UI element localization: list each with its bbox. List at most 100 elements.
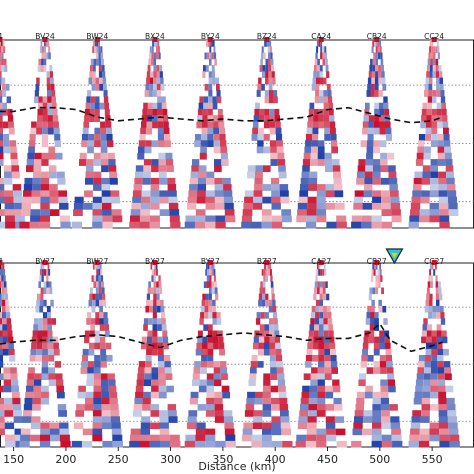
heatmap-cell xyxy=(299,190,309,198)
heatmap-cell xyxy=(371,428,382,436)
heatmap-cell xyxy=(388,165,396,173)
heatmap-cell xyxy=(137,373,145,380)
heatmap-cell xyxy=(79,159,87,166)
heatmap-cell xyxy=(189,397,198,405)
heatmap-cell xyxy=(140,209,151,216)
heatmap-cell xyxy=(264,90,269,97)
heatmap-cell xyxy=(151,367,159,374)
heatmap-cell xyxy=(3,140,10,148)
heatmap-cell xyxy=(372,391,381,399)
heatmap-cell xyxy=(262,71,266,79)
heatmap-cell xyxy=(379,336,385,344)
heatmap-cell xyxy=(375,52,378,60)
heatmap-cell xyxy=(379,102,384,110)
marker-inner-icon xyxy=(391,253,398,258)
heatmap-cell xyxy=(40,40,43,47)
heatmap-cell xyxy=(302,165,310,173)
heatmap-cell xyxy=(315,90,320,97)
heatmap-cell xyxy=(90,287,93,295)
station-marker-icon xyxy=(264,260,270,265)
heatmap-cell xyxy=(276,134,283,141)
heatmap-cell xyxy=(365,159,373,166)
heatmap-cell xyxy=(426,336,432,344)
heatmap-cell xyxy=(34,90,39,97)
heatmap-cell xyxy=(56,385,64,393)
heatmap-cell xyxy=(46,281,49,288)
heatmap-cell xyxy=(436,108,442,116)
heatmap-cell xyxy=(327,90,332,97)
heatmap-cell xyxy=(310,379,318,387)
heatmap-cell xyxy=(439,440,450,448)
heatmap-cell xyxy=(447,410,457,417)
heatmap-cell xyxy=(271,440,283,448)
heatmap-cell xyxy=(145,140,152,148)
heatmap-cell xyxy=(53,348,60,356)
heatmap-cell xyxy=(137,152,145,160)
heatmap-cell xyxy=(274,330,280,338)
heatmap-cell xyxy=(143,102,148,110)
heatmap-cell xyxy=(437,342,443,350)
heatmap-cell xyxy=(86,373,94,380)
heatmap-cell xyxy=(208,305,213,313)
heatmap-cell xyxy=(353,422,363,430)
heatmap-cell xyxy=(317,184,326,191)
heatmap-cell xyxy=(373,140,380,148)
heatmap-cell xyxy=(264,330,270,338)
heatmap-cell xyxy=(295,440,306,448)
heatmap-cell xyxy=(201,127,208,135)
heatmap-cell xyxy=(263,385,271,393)
heatmap-cell xyxy=(215,215,226,223)
heatmap-cell xyxy=(47,318,52,325)
heatmap-cell xyxy=(205,202,215,210)
heatmap-cell xyxy=(206,397,215,405)
heatmap-cell xyxy=(82,127,89,135)
heatmap-cell xyxy=(102,299,107,307)
heatmap-cell xyxy=(152,318,158,325)
heatmap-cell xyxy=(425,127,432,135)
heatmap-cell xyxy=(325,422,336,430)
heatmap-cell xyxy=(217,108,223,116)
heatmap-cell xyxy=(252,202,263,210)
top-interface-line xyxy=(0,106,443,124)
heatmap-cell xyxy=(143,318,149,325)
heatmap-cell xyxy=(20,209,31,216)
heatmap-cell xyxy=(379,40,381,47)
heatmap-cell xyxy=(40,209,50,216)
heatmap-cell xyxy=(267,40,270,47)
heatmap-cell xyxy=(3,269,6,276)
heatmap-cell xyxy=(267,263,270,270)
heatmap-cell xyxy=(309,385,318,393)
x-tick-label: 250 xyxy=(108,453,129,466)
heatmap-cell xyxy=(419,215,430,223)
heatmap-cell xyxy=(205,221,216,229)
heatmap-cell xyxy=(92,215,103,223)
heatmap-cell xyxy=(373,146,380,154)
heatmap-cell xyxy=(274,115,280,122)
heatmap-cell xyxy=(144,90,149,97)
heatmap-cell xyxy=(42,330,48,338)
heatmap-cell xyxy=(1,299,6,307)
heatmap-cell xyxy=(316,410,326,417)
heatmap-cell xyxy=(209,275,212,282)
heatmap-cell xyxy=(41,361,49,368)
heatmap-cell xyxy=(261,221,272,229)
heatmap-cell xyxy=(156,293,160,301)
heatmap-cell xyxy=(101,65,105,72)
heatmap-cell xyxy=(7,324,12,331)
heatmap-cell xyxy=(11,159,19,166)
heatmap-cell xyxy=(200,367,207,374)
heatmap-cell xyxy=(49,196,59,204)
heatmap-cell xyxy=(382,83,387,91)
heatmap-cell xyxy=(144,146,152,154)
heatmap-cell xyxy=(431,115,437,122)
heatmap-cell xyxy=(380,397,389,405)
heatmap-cell xyxy=(100,152,108,160)
heatmap-cell xyxy=(270,281,274,288)
heatmap-cell xyxy=(369,65,373,72)
heatmap-cell xyxy=(439,428,449,436)
heatmap-cell xyxy=(98,269,101,276)
heatmap-cell xyxy=(372,287,376,295)
heatmap-cell xyxy=(98,65,102,72)
heatmap-cell xyxy=(375,65,379,72)
heatmap-cell xyxy=(320,269,323,276)
